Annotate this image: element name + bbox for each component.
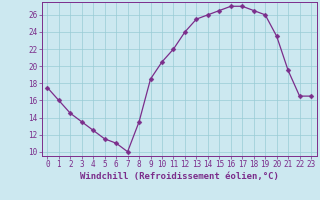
X-axis label: Windchill (Refroidissement éolien,°C): Windchill (Refroidissement éolien,°C) <box>80 172 279 181</box>
